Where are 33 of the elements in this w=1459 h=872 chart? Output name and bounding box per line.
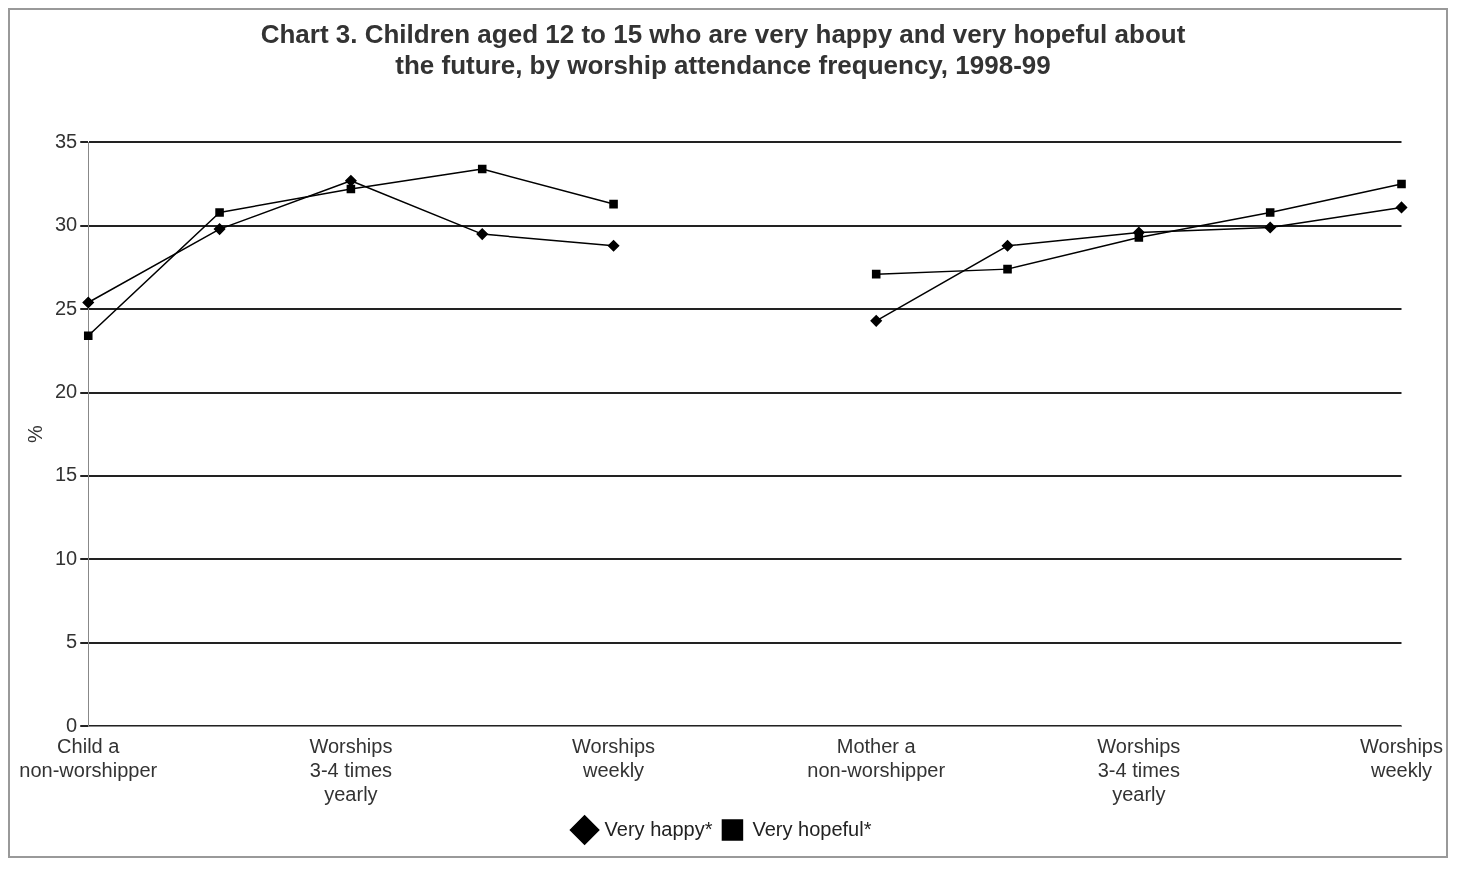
x-tick-label: Worships 3-4 times yearly <box>1097 734 1181 805</box>
point <box>1001 240 1014 252</box>
point <box>870 315 882 327</box>
point <box>1395 201 1408 214</box>
y-tick-label: 35 <box>55 129 78 152</box>
point <box>213 223 226 235</box>
x-tick-label: Worships weekly <box>1360 734 1444 781</box>
x-tick-label: Mother a non-worshipper <box>807 734 946 781</box>
point <box>609 199 618 209</box>
y-tick-label: 25 <box>55 296 78 319</box>
point <box>1397 179 1406 189</box>
point <box>215 208 224 217</box>
point <box>1003 264 1012 274</box>
y-tick-label: 20 <box>55 380 78 403</box>
legend-label: Very hopeful* <box>752 817 872 840</box>
y-tick-label: 10 <box>55 546 78 569</box>
legend-label: Very happy* <box>604 817 713 840</box>
chart-title: Chart 3. Children aged 12 to 15 who are very happy and very hopeful about the future, by worship attendance frequency, 1998-99 <box>260 18 1186 80</box>
x-tick-label: Child a non-worshipper <box>19 734 158 781</box>
x-tick-label: Worships 3-4 times yearly <box>309 734 393 805</box>
y-axis-title: % <box>23 425 46 444</box>
y-tick-label: 30 <box>55 213 78 236</box>
point <box>1264 221 1276 234</box>
point <box>83 331 93 341</box>
y-tick-label: 5 <box>66 630 78 653</box>
point <box>1265 208 1275 217</box>
point <box>477 164 487 174</box>
point <box>871 269 881 279</box>
x-tick-label: Worships weekly <box>572 734 656 781</box>
point <box>476 228 488 240</box>
point <box>607 240 620 252</box>
y-tick-label: 0 <box>66 713 78 736</box>
y-tick-label: 15 <box>55 463 78 486</box>
